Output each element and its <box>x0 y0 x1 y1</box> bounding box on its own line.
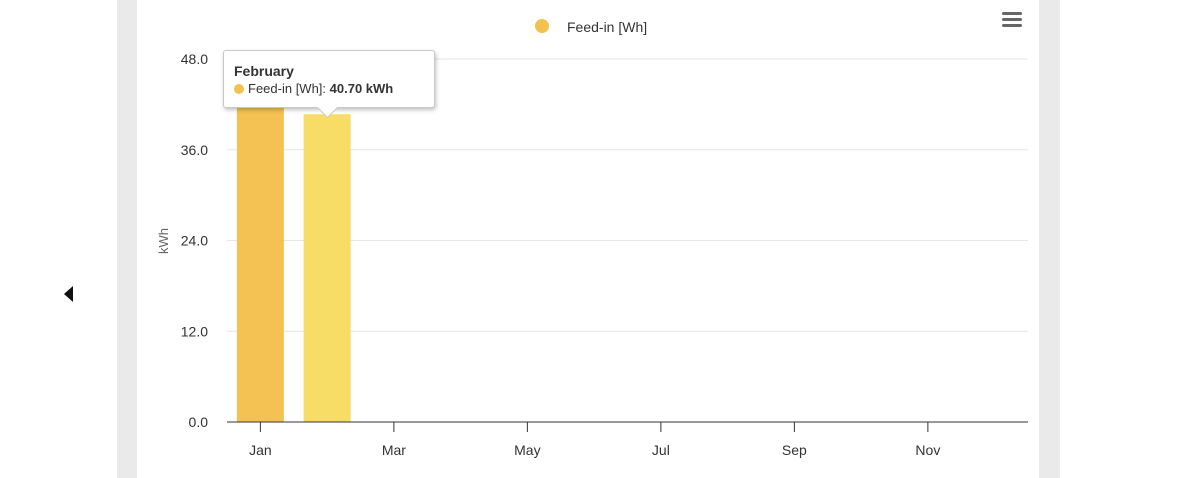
legend-item-feed-in[interactable]: Feed-in [Wh] <box>535 19 647 35</box>
x-tick-label: Jan <box>249 442 272 458</box>
x-tick-label: May <box>514 442 540 458</box>
tooltip-marker <box>234 84 244 94</box>
x-axis: Jan Mar May Jul Sep Nov <box>227 421 1028 458</box>
y-axis: 0.0 12.0 24.0 36.0 48.0 <box>181 51 208 430</box>
y-tick-label: 36.0 <box>181 142 208 158</box>
legend-marker <box>535 19 549 33</box>
grid-lines <box>227 58 1028 332</box>
tooltip: February Feed-in [Wh]: 40.70 kWh <box>223 50 435 119</box>
hamburger-menu-icon[interactable] <box>1002 12 1022 28</box>
legend-label: Feed-in [Wh] <box>567 19 647 35</box>
tooltip-title: February <box>234 63 294 79</box>
x-tick-label: Nov <box>915 442 940 458</box>
y-axis-label: kWh <box>156 228 171 254</box>
y-tick-label: 48.0 <box>181 51 208 67</box>
y-tick-label: 12.0 <box>181 323 208 339</box>
x-tick-label: Jul <box>652 442 670 458</box>
bar-jan[interactable] <box>236 59 284 422</box>
tooltip-row: Feed-in [Wh]: 40.70 kWh <box>234 81 393 96</box>
x-tick-label: Mar <box>382 442 406 458</box>
tooltip-series: Feed-in [Wh] <box>248 81 323 96</box>
bars <box>236 59 351 423</box>
caret-left-icon[interactable] <box>64 286 73 302</box>
x-tick-label: Sep <box>782 442 807 458</box>
tooltip-value: 40.70 kWh <box>329 81 394 96</box>
y-tick-label: 24.0 <box>181 233 208 249</box>
bar-feb[interactable] <box>303 114 351 423</box>
y-tick-label: 0.0 <box>189 414 209 430</box>
